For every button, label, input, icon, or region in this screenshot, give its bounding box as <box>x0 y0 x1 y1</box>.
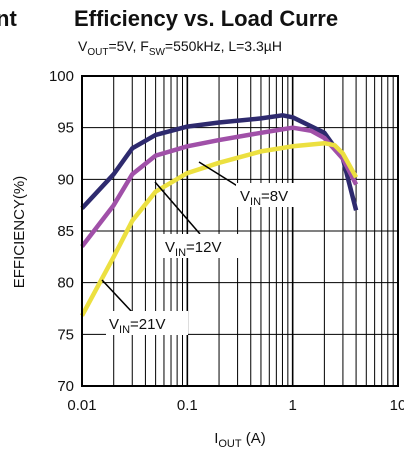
arrow-vin-12v <box>154 181 201 235</box>
series-line-vin-12v <box>80 125 359 248</box>
svg-text:VIN=12V: VIN=12V <box>165 239 221 259</box>
plot-frame <box>81 75 399 387</box>
chart-title: Efficiency vs. Load Curre <box>74 6 338 31</box>
y-tick-label: 85 <box>57 223 74 240</box>
series-lines <box>80 113 359 317</box>
x-axis-label: IOUT (A) <box>214 430 266 450</box>
grid-lines <box>82 76 398 386</box>
tick-labels: 70 75 80 85 90 95 100 0.01 0.1 1 10 <box>49 68 404 414</box>
x-tick-label: 0.1 <box>177 397 198 414</box>
y-tick-label: 70 <box>57 378 74 395</box>
x-tick-label: 0.01 <box>67 397 96 414</box>
label-vin-8v: VIN=8V <box>236 183 308 208</box>
svg-text:VIN=21V: VIN=21V <box>109 316 165 336</box>
x-tick-label: 1 <box>288 397 296 414</box>
y-tick-label: 90 <box>57 171 74 188</box>
y-tick-label: 95 <box>57 120 74 137</box>
label-vin-21v: VIN=21V <box>106 311 188 336</box>
y-tick-label: 80 <box>57 275 74 292</box>
cropped-title-fragment: nt <box>0 6 17 31</box>
chart-subtitle: VOUT=5V, FSW=550kHz, L=3.3µH <box>78 38 282 58</box>
series-line-vin-8v <box>80 113 359 211</box>
arrow-vin-21v <box>101 279 133 313</box>
y-axis-label: EFFICIENCY(%) <box>11 176 28 289</box>
y-tick-label: 75 <box>57 326 74 343</box>
svg-text:VIN=8V: VIN=8V <box>240 188 288 208</box>
label-vin-12v: VIN=12V <box>162 234 244 259</box>
series-line-vin-21v <box>80 140 359 317</box>
x-tick-label: 10 <box>390 397 404 414</box>
y-tick-label: 100 <box>49 68 74 85</box>
